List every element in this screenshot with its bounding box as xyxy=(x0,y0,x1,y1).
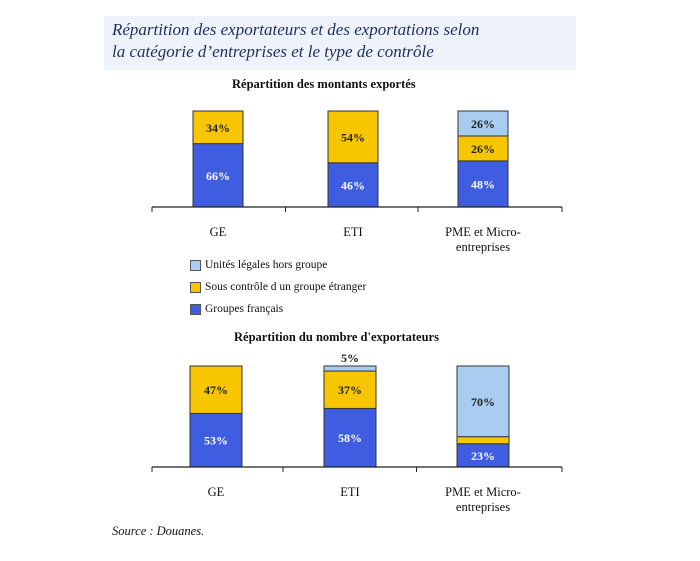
bar-segment xyxy=(192,110,244,145)
data-label: 66% xyxy=(206,169,230,183)
bar-segment xyxy=(323,407,377,468)
chart-2-title: Répartition du nombre d'exportateurs xyxy=(234,330,439,344)
bar-segment xyxy=(456,436,510,445)
page-title-line-1: Répartition des exportateurs et des expo… xyxy=(112,20,480,39)
legend-label: Groupes français xyxy=(205,303,284,315)
bar-segment xyxy=(327,110,379,164)
legend-swatch xyxy=(190,260,201,271)
category-tick-label: PME et Micro- xyxy=(445,225,521,239)
legend-item: Sous contrôle d un groupe étranger xyxy=(190,280,366,302)
category-tick-label: ETI xyxy=(343,225,362,239)
data-label: 47% xyxy=(204,383,228,397)
legend-swatch xyxy=(190,282,201,293)
category-tick-label: entreprises xyxy=(456,240,510,254)
bar-segment xyxy=(456,365,510,438)
data-label: 54% xyxy=(341,130,365,144)
legend-label: Unités légales hors groupe xyxy=(205,259,328,271)
bar-segment xyxy=(189,412,243,468)
data-label: 58% xyxy=(338,431,362,445)
data-label: 26% xyxy=(471,117,495,131)
data-label: 34% xyxy=(206,121,230,135)
data-label: 5% xyxy=(341,351,359,365)
bar-segment xyxy=(327,162,379,208)
chart-1-title: Répartition des montants exportés xyxy=(232,77,416,91)
data-label: 26% xyxy=(471,142,495,156)
title-banner xyxy=(104,16,576,70)
category-tick-label: PME et Micro- xyxy=(445,485,521,499)
data-label: 46% xyxy=(341,178,365,192)
data-label: 70% xyxy=(471,395,495,409)
data-label: 53% xyxy=(204,434,228,448)
bar-segment xyxy=(457,110,509,137)
category-tick-label: GE xyxy=(208,485,225,499)
bar-segment xyxy=(323,370,377,409)
bar-segment xyxy=(323,365,377,372)
legend-item: Groupes français xyxy=(190,302,366,324)
legend-label: Sous contrôle d un groupe étranger xyxy=(205,281,367,293)
legend-item: Unités légales hors groupe xyxy=(190,258,366,280)
data-label: 37% xyxy=(338,383,362,397)
legend: Unités légales hors groupe Sous contrôle… xyxy=(190,258,366,324)
data-label: 23% xyxy=(471,449,495,463)
data-label: 48% xyxy=(471,177,495,191)
category-tick-label: ETI xyxy=(340,485,359,499)
bar-segment xyxy=(189,365,243,414)
category-tick-label: entreprises xyxy=(456,500,510,514)
source-note: Source : Douanes. xyxy=(112,524,205,538)
page-title-line-2: la catégorie d’entreprises et le type de… xyxy=(112,42,434,61)
category-tick-label: GE xyxy=(210,225,227,239)
legend-swatch xyxy=(190,304,201,315)
